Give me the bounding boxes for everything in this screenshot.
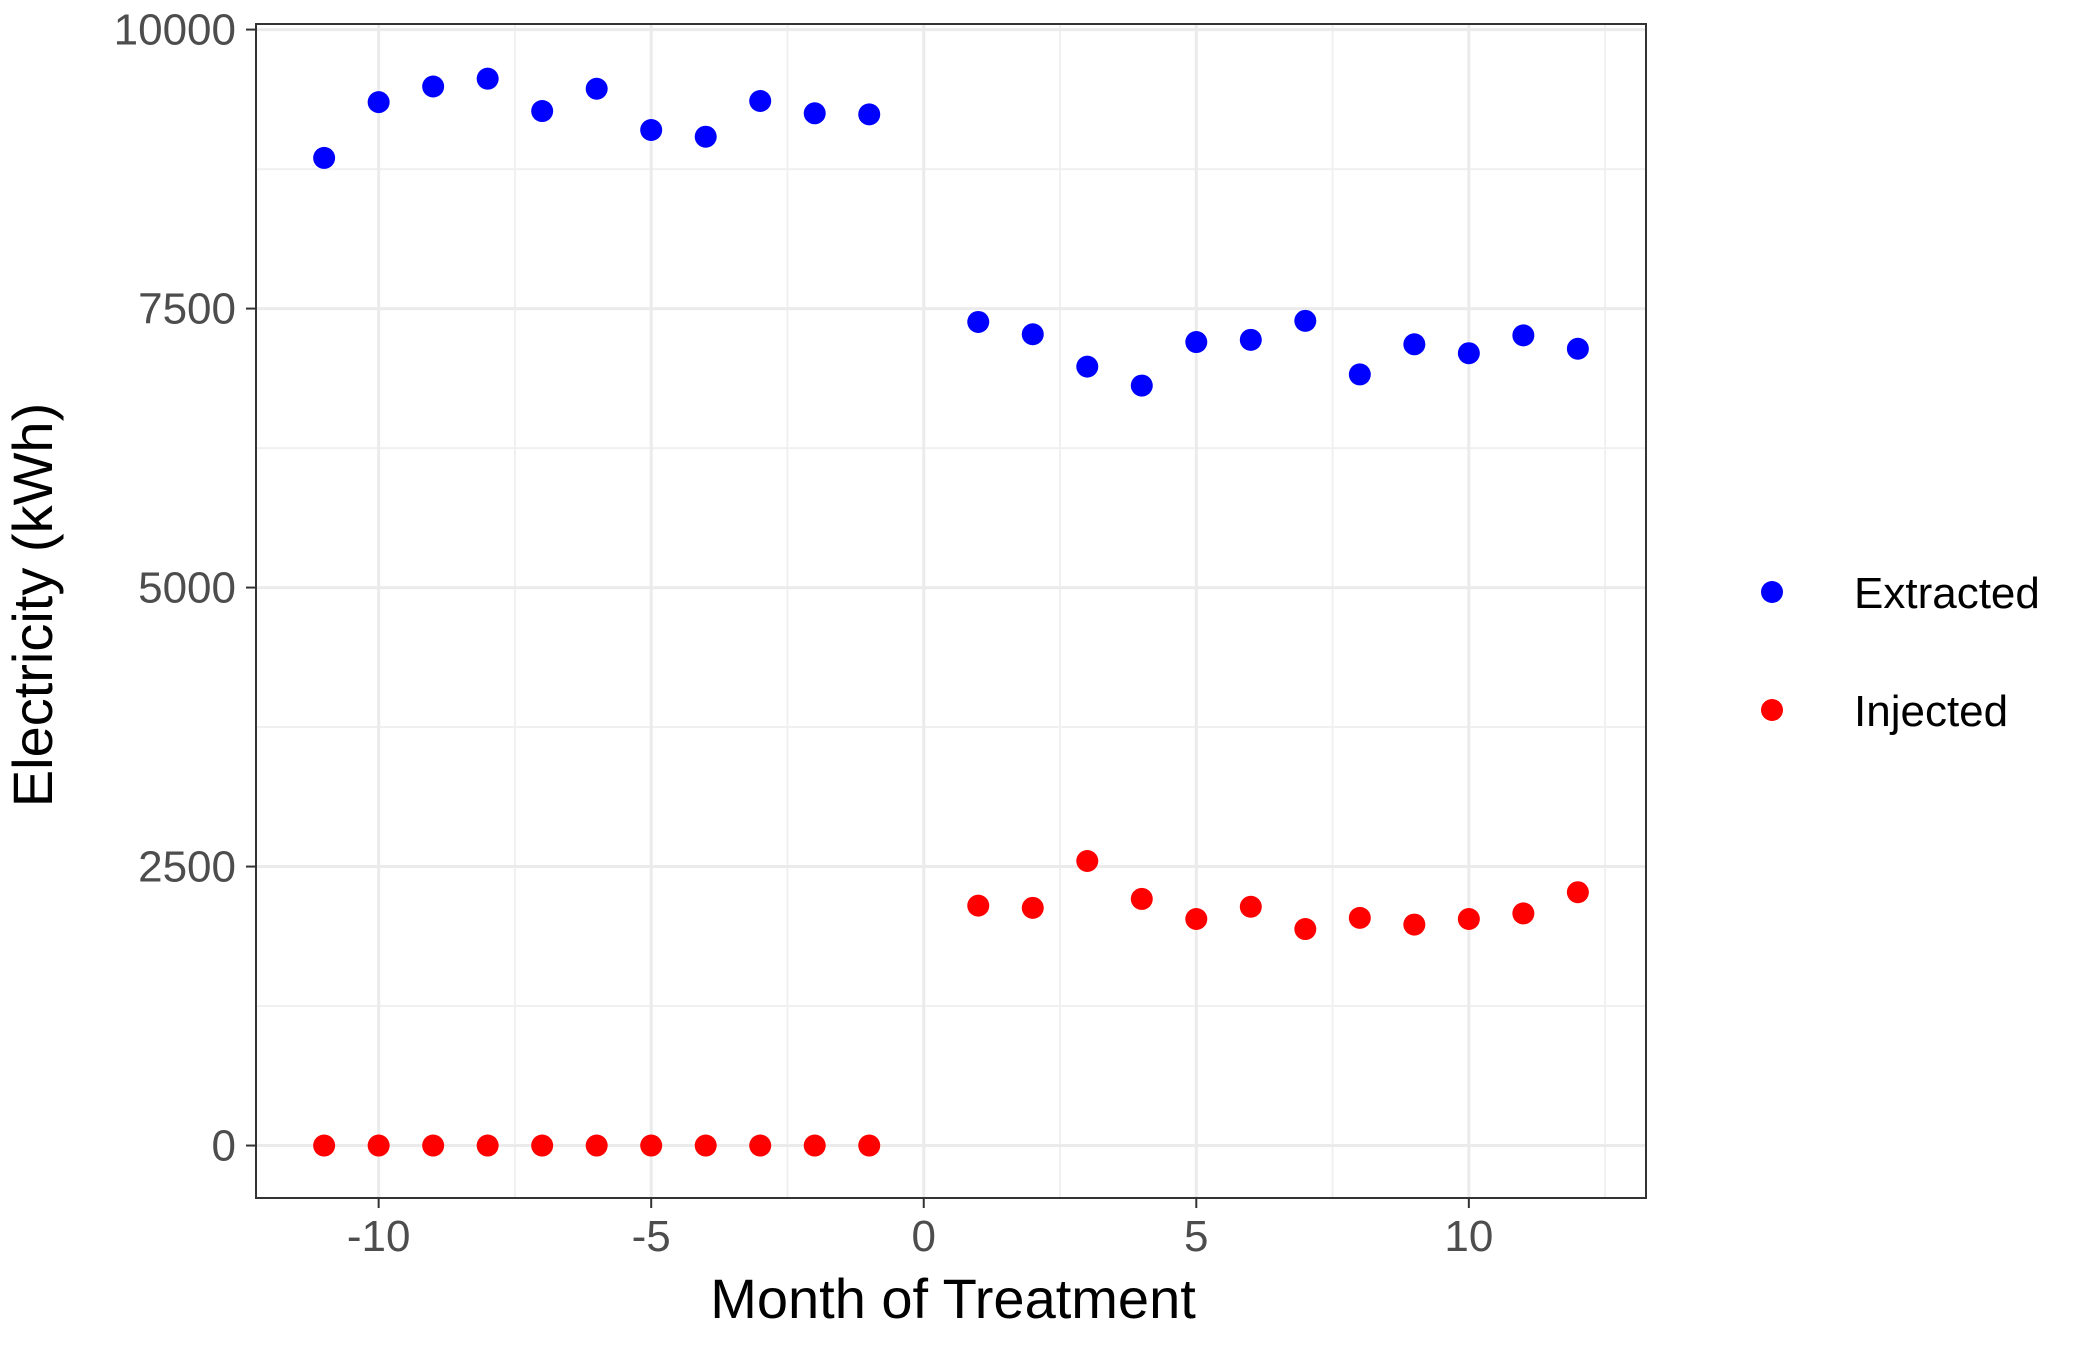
data-point-injected xyxy=(1076,849,1099,872)
x-axis-title: Month of Treatment xyxy=(710,1267,1196,1330)
legend-key-extracted xyxy=(1761,581,1783,603)
data-point-injected xyxy=(1021,896,1044,919)
data-point-injected xyxy=(1239,895,1262,918)
data-point-extracted xyxy=(476,67,499,90)
data-point-extracted xyxy=(367,91,390,114)
y-axis-title: Electricity (kWh) xyxy=(1,403,64,807)
data-points xyxy=(313,67,1589,1157)
data-point-injected xyxy=(1130,887,1153,910)
y-tick-label: 5000 xyxy=(138,564,236,613)
data-point-extracted xyxy=(1294,309,1317,332)
x-tick-label: 10 xyxy=(1444,1212,1493,1261)
grid-lines xyxy=(256,24,1646,1198)
data-point-injected xyxy=(1294,918,1317,941)
data-point-extracted xyxy=(858,103,881,126)
data-point-extracted xyxy=(1076,355,1099,378)
data-point-extracted xyxy=(313,146,336,169)
data-point-extracted xyxy=(640,119,663,142)
data-point-extracted xyxy=(1512,324,1535,347)
legend-label-injected: Injected xyxy=(1854,687,2008,736)
data-point-injected xyxy=(694,1134,717,1157)
data-point-injected xyxy=(967,894,990,917)
data-point-injected xyxy=(313,1134,336,1157)
data-point-injected xyxy=(1457,908,1480,931)
x-tick-label: -10 xyxy=(347,1212,411,1261)
data-point-injected xyxy=(367,1134,390,1157)
data-point-extracted xyxy=(531,100,554,123)
data-point-extracted xyxy=(803,102,826,125)
y-tick-label: 0 xyxy=(212,1122,236,1171)
data-point-extracted xyxy=(694,125,717,148)
data-point-injected xyxy=(640,1134,663,1157)
plot-panel-border xyxy=(255,23,1647,1199)
data-point-injected xyxy=(1403,913,1426,936)
x-tick-label: 0 xyxy=(912,1212,936,1261)
data-point-extracted xyxy=(967,310,990,333)
data-point-extracted xyxy=(1185,331,1208,354)
data-point-extracted xyxy=(1021,323,1044,346)
data-point-extracted xyxy=(749,90,772,113)
data-point-extracted xyxy=(422,75,445,98)
data-point-injected xyxy=(1566,881,1589,904)
y-tick-label: 2500 xyxy=(138,843,236,892)
data-point-extracted xyxy=(1403,333,1426,356)
data-point-extracted xyxy=(1130,374,1153,397)
data-point-injected xyxy=(1348,906,1371,929)
data-point-extracted xyxy=(1566,337,1589,360)
data-point-injected xyxy=(531,1134,554,1157)
legend: Extracted Injected xyxy=(1761,569,2040,736)
legend-label-extracted: Extracted xyxy=(1854,569,2040,618)
data-point-injected xyxy=(803,1134,826,1157)
data-point-extracted xyxy=(1239,328,1262,351)
data-point-injected xyxy=(1185,908,1208,931)
data-point-injected xyxy=(585,1134,608,1157)
x-tick-label: 5 xyxy=(1184,1212,1208,1261)
data-point-extracted xyxy=(1457,342,1480,365)
data-point-extracted xyxy=(1348,363,1371,386)
axes: -10 -5 0 5 10 0 2500 5000 7500 10000 xyxy=(114,6,1494,1261)
data-point-extracted xyxy=(585,77,608,100)
y-tick-label: 7500 xyxy=(138,285,236,334)
data-point-injected xyxy=(476,1134,499,1157)
y-tick-label: 10000 xyxy=(114,6,236,55)
data-point-injected xyxy=(422,1134,445,1157)
data-point-injected xyxy=(1512,902,1535,925)
data-point-injected xyxy=(858,1134,881,1157)
data-point-injected xyxy=(749,1134,772,1157)
x-tick-label: -5 xyxy=(632,1212,671,1261)
legend-key-injected xyxy=(1761,699,1783,721)
